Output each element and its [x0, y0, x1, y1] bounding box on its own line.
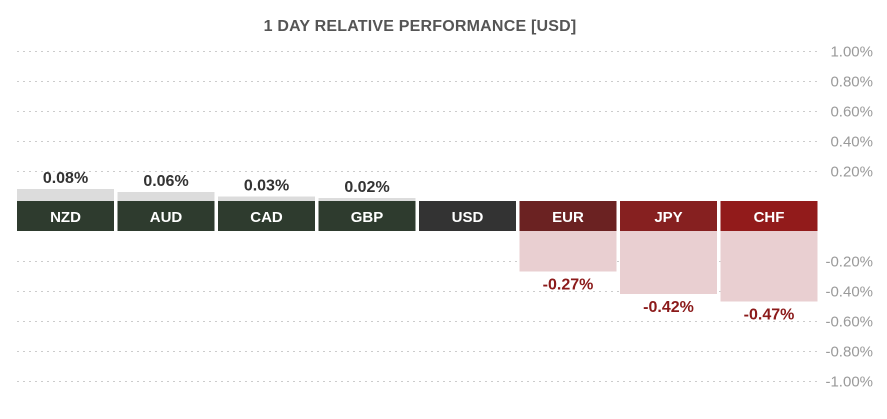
category-strip: [218, 201, 315, 231]
y-tick-label: -0.20%: [825, 254, 873, 271]
category-label: GBP: [351, 209, 384, 226]
y-tick-label: 0.20%: [830, 164, 873, 181]
category-strip: [519, 201, 617, 231]
value-label: -0.47%: [744, 307, 795, 324]
bar: [117, 192, 215, 201]
category-strip: [720, 201, 818, 231]
value-label: -0.27%: [543, 277, 594, 294]
bar: [720, 231, 818, 302]
category-strip: [117, 201, 215, 231]
category-strip: [419, 201, 516, 231]
bar: [620, 231, 717, 294]
chart-title: 1 DAY RELATIVE PERFORMANCE [USD]: [264, 18, 577, 35]
value-label: 0.08%: [43, 170, 88, 187]
y-tick-label: 0.60%: [830, 104, 873, 121]
bars: [17, 189, 818, 302]
category-label: CHF: [754, 209, 785, 226]
value-label: -0.42%: [643, 299, 694, 316]
category-label: AUD: [150, 209, 183, 226]
category-label: EUR: [552, 209, 584, 226]
bar: [519, 231, 617, 272]
y-axis-ticks: 1.00% 0.80% 0.60% 0.40% 0.20% -0.20% -0.40% -0.…: [825, 44, 873, 391]
value-labels: 0.08% 0.06% 0.03% 0.02% -0.27% -0.42% -0.47%: [43, 170, 795, 324]
y-tick-label: -0.80%: [825, 344, 873, 361]
category-strip: [17, 201, 114, 231]
value-label: 0.06%: [143, 173, 188, 190]
category-label: CAD: [250, 209, 283, 226]
category-strip: [620, 201, 717, 231]
category-label: NZD: [50, 209, 81, 226]
bar: [218, 196, 315, 201]
category-label: USD: [452, 209, 484, 226]
value-label: 0.03%: [244, 178, 289, 195]
category-labels: NZD AUD CAD GBP USD EUR JPY CHF: [17, 201, 818, 231]
bar: [17, 189, 114, 201]
bar: [318, 198, 416, 201]
y-tick-label: 0.40%: [830, 134, 873, 151]
value-label: 0.02%: [344, 179, 389, 196]
y-tick-label: -1.00%: [825, 374, 873, 391]
category-label: JPY: [654, 209, 682, 226]
category-strip: [318, 201, 416, 231]
gridlines: [17, 51, 820, 382]
y-tick-label: 1.00%: [830, 44, 873, 61]
y-tick-label: -0.40%: [825, 284, 873, 301]
y-tick-label: -0.60%: [825, 314, 873, 331]
y-tick-label: 0.80%: [830, 74, 873, 91]
